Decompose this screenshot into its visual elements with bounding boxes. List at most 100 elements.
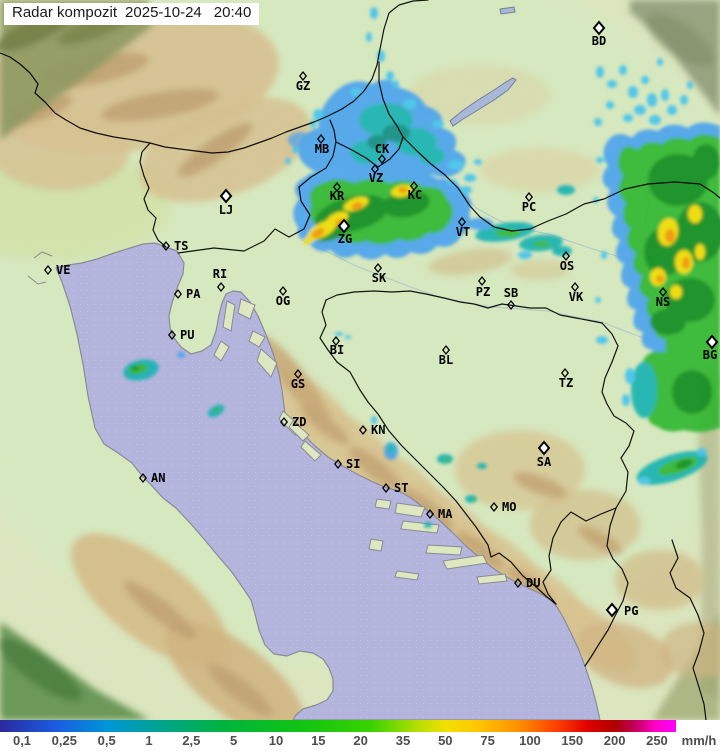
lake-balaton — [449, 77, 517, 127]
legend-unit: mm/h — [681, 733, 717, 748]
city-label-pa: PA — [186, 287, 201, 301]
city-marker-icon — [331, 335, 341, 347]
city-label-pc: PC — [522, 200, 536, 214]
city-label-lj: LJ — [219, 203, 233, 217]
city-bi: BI — [330, 335, 344, 357]
city-sa: SA — [537, 440, 552, 469]
city-label-kc: KC — [408, 188, 422, 202]
city-marker-icon — [377, 153, 387, 165]
precip-cell-west-serbia — [636, 448, 708, 485]
city-marker-icon — [167, 329, 177, 341]
city-bl: BL — [439, 344, 453, 367]
legend-tick-75: 75 — [480, 733, 495, 748]
city-marker-icon — [592, 20, 606, 36]
border-slovenia-croatia — [177, 119, 337, 254]
city-marker-icon — [216, 281, 226, 293]
city-marker-icon — [658, 286, 668, 298]
border-serbia-montenegro-albania — [669, 539, 707, 720]
legend-tick-250: 250 — [646, 733, 668, 748]
city-pu: PU — [167, 328, 194, 342]
city-ck: CK — [375, 142, 390, 165]
city-marker-icon — [560, 367, 570, 379]
city-ts: TS — [161, 239, 188, 253]
city-marker-icon — [316, 133, 326, 145]
city-pz: PZ — [476, 275, 490, 299]
legend-tick-1: 1 — [145, 733, 153, 748]
city-kr: KR — [330, 181, 345, 203]
border-bosnia-serbia — [601, 322, 635, 631]
city-pa: PA — [173, 287, 201, 301]
border-italy-slovenia — [139, 142, 167, 248]
city-lj: LJ — [219, 188, 233, 217]
city-mo: MO — [489, 500, 516, 514]
city-an: AN — [138, 471, 165, 485]
city-marker-icon — [43, 264, 53, 276]
city-label-gz: GZ — [296, 79, 310, 93]
legend-colorbar — [0, 720, 676, 732]
precip-cell-north-slovenia — [285, 7, 482, 184]
legend-tick-20: 20 — [353, 733, 368, 748]
border-austria-slovenia-hungary — [149, 0, 429, 154]
city-label-pu: PU — [180, 328, 194, 342]
city-marker-icon — [138, 472, 148, 484]
city-gz: GZ — [296, 70, 310, 93]
radar-map: BD GZ MB CK VZ KR KC LJ PC VT ZG TS VE RI SK OS PA OG PZ SB… — [0, 0, 720, 720]
city-og: OG — [276, 285, 290, 308]
city-label-os: OS — [560, 259, 574, 273]
city-vt: VT — [456, 216, 470, 239]
city-marker-icon — [293, 368, 303, 380]
border-croatia-bosnia-north — [325, 290, 603, 324]
time-label: 20:40 — [213, 4, 252, 21]
borders-layer — [0, 0, 720, 720]
city-marker-icon — [524, 191, 534, 203]
border-italy-austria — [0, 52, 151, 144]
city-marker-icon — [506, 299, 516, 311]
precip-cell-vojvodina — [593, 58, 720, 432]
city-label-vk: VK — [569, 290, 584, 304]
city-kc: KC — [408, 180, 422, 202]
city-label-vt: VT — [456, 225, 470, 239]
city-marker-icon — [457, 216, 467, 228]
city-ma: MA — [425, 507, 453, 521]
city-marker-icon — [425, 508, 435, 520]
city-pc: PC — [522, 191, 536, 214]
legend-tick-200: 200 — [603, 733, 626, 748]
islands — [213, 298, 508, 585]
city-kn: KN — [358, 423, 385, 437]
legend-tick-100: 100 — [519, 733, 541, 748]
city-marker-icon — [219, 188, 233, 204]
city-marker-icon — [561, 250, 571, 262]
city-label-gs: GS — [291, 377, 305, 391]
city-label-ck: CK — [375, 142, 390, 156]
city-marker-icon — [298, 70, 308, 82]
city-label-ma: MA — [438, 507, 453, 521]
legend-tick-0_1: 0,1 — [12, 733, 32, 748]
city-label-bl: BL — [439, 353, 453, 367]
legend-tick-150: 150 — [561, 733, 584, 748]
city-marker-icon — [370, 163, 380, 175]
city-marker-icon — [537, 440, 551, 456]
city-marker-icon — [278, 285, 288, 297]
city-label-mb: MB — [315, 142, 329, 156]
city-label-an: AN — [151, 471, 165, 485]
city-marker-icon — [333, 458, 343, 470]
city-marker-icon — [605, 602, 619, 618]
legend: 0,1 0,25 0,5 1 2,5 5 10 15 20 35 50 75 100 150 200 250 m… — [0, 720, 720, 751]
city-sb: SB — [504, 286, 518, 311]
city-label-ts: TS — [174, 239, 188, 253]
city-marker-icon — [332, 181, 342, 193]
city-marker-icon — [373, 262, 383, 274]
legend-tick-50: 50 — [438, 733, 453, 748]
legend-tick-labels: 0,1 0,25 0,5 1 2,5 5 10 15 20 35 50 75 100 150 200 250 m… — [0, 732, 720, 751]
border-croatia-bosnia-west — [319, 299, 557, 605]
city-label-kr: KR — [330, 189, 345, 203]
legend-tick-2_5: 2,5 — [182, 733, 201, 748]
city-label-og: OG — [276, 294, 290, 308]
city-label-zd: ZD — [292, 415, 306, 429]
city-marker-icon — [513, 577, 523, 589]
sea-layer — [27, 6, 601, 720]
city-label-zg: ZG — [338, 232, 352, 246]
city-mb: MB — [315, 133, 329, 156]
border-montenegro-coastward — [584, 629, 609, 667]
city-marker-icon — [381, 482, 391, 494]
